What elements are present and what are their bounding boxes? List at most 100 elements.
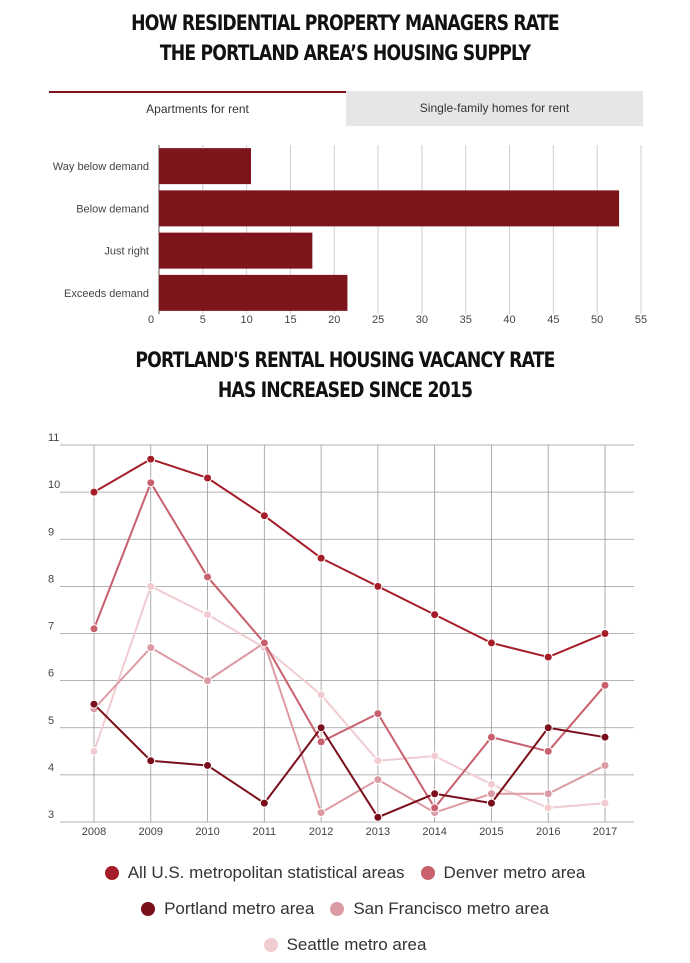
line-y-tick-label: 8 (48, 573, 54, 585)
point-all-u-s-metropolitan-statistical-areas (259, 511, 269, 521)
line-x-tick-label: 2016 (536, 826, 560, 838)
point-portland-metro-area (89, 699, 99, 709)
legend-row: Seattle metro area (0, 927, 690, 963)
line-x-tick-label: 2012 (309, 826, 333, 838)
bar-x-tick-label: 55 (635, 314, 647, 326)
point-denver-metro-area (203, 572, 213, 582)
point-denver-metro-area (373, 709, 383, 719)
line-y-tick-label: 5 (48, 715, 54, 727)
bar-category-label: Way below demand (53, 161, 149, 173)
line-x-tick-label: 2008 (82, 826, 106, 838)
point-all-u-s-metropolitan-statistical-areas (316, 553, 326, 563)
bar-x-tick-label: 20 (328, 314, 340, 326)
line-y-tick-label: 4 (48, 762, 54, 774)
bar-x-tick-label: 45 (547, 314, 559, 326)
point-seattle-metro-area (543, 803, 553, 813)
point-denver-metro-area (89, 624, 99, 634)
housing-supply-bar-chart: 0 5 10 15 20 25 30 35 40 45 50 55 Way below demand Be… (53, 145, 647, 326)
line-chart-title-line2: HAS INCREASED SINCE 2015 (217, 378, 473, 402)
legend-item-san-francisco-metro-area: San Francisco metro area (330, 899, 549, 919)
point-san-francisco-metro-area (316, 808, 326, 818)
bar-way-below-demand (159, 148, 252, 185)
line-y-tick-label: 7 (48, 621, 54, 633)
series-line-san-francisco-metro-area (93, 641, 606, 814)
line-x-tick-label: 2009 (139, 826, 163, 838)
line-y-tick-label: 9 (48, 526, 54, 538)
point-san-francisco-metro-area (203, 676, 213, 686)
point-all-u-s-metropolitan-statistical-areas (486, 638, 496, 648)
line-x-tick-label: 2017 (593, 826, 617, 838)
legend-item-all-u-s-metropolitan-statistical-areas: All U.S. metropolitan statistical areas (104, 863, 405, 883)
point-seattle-metro-area (146, 581, 156, 591)
point-seattle-metro-area (430, 751, 440, 761)
tab-single-family-homes-for-rent[interactable]: Single-family homes for rent (346, 91, 643, 126)
bar-x-tick-label: 35 (460, 314, 472, 326)
point-all-u-s-metropolitan-statistical-areas (543, 652, 553, 662)
legend-swatch-icon (330, 902, 345, 916)
point-denver-metro-area (146, 478, 156, 488)
point-san-francisco-metro-area (486, 789, 496, 799)
line-x-tick-label: 2015 (479, 826, 503, 838)
bar-just-right (159, 232, 313, 269)
bar-chart-title-line2: THE PORTLAND AREA’S HOUSING SUPPLY (159, 41, 531, 65)
point-portland-metro-area (203, 760, 213, 770)
legend-swatch-icon (263, 938, 278, 952)
bar-x-tick-label: 0 (148, 314, 154, 326)
point-portland-metro-area (600, 732, 610, 742)
legend-label: Portland metro area (164, 899, 315, 918)
point-all-u-s-metropolitan-statistical-areas (89, 487, 99, 497)
bar-x-tick-label: 15 (284, 314, 296, 326)
tab-apartments-for-rent[interactable]: Apartments for rent (49, 91, 346, 126)
legend-swatch-icon (104, 866, 119, 880)
bar-x-tick-label: 50 (591, 314, 603, 326)
point-portland-metro-area (373, 812, 383, 822)
line-x-tick-label: 2014 (422, 826, 446, 838)
bar-exceeds-demand (159, 274, 348, 311)
bar-x-tick-label: 30 (416, 314, 428, 326)
line-chart-title-line1: PORTLAND'S RENTAL HOUSING VACANCY RATE (135, 348, 555, 372)
point-seattle-metro-area (600, 798, 610, 808)
legend-label: Seattle metro area (286, 935, 427, 954)
line-x-tick-label: 2013 (366, 826, 390, 838)
line-chart-legend: All U.S. metropolitan statistical areas D… (0, 855, 690, 963)
point-san-francisco-metro-area (373, 775, 383, 785)
line-y-tick-label: 10 (48, 479, 60, 491)
line-y-tick-label: 11 (48, 432, 59, 444)
legend-item-seattle-metro-area: Seattle metro area (263, 935, 427, 955)
point-denver-metro-area (600, 680, 610, 690)
housing-type-tabs: Apartments for rent Single-family homes … (49, 91, 643, 126)
point-seattle-metro-area (203, 610, 213, 620)
bar-x-tick-label: 25 (372, 314, 384, 326)
point-denver-metro-area (543, 746, 553, 756)
legend-row: All U.S. metropolitan statistical areas D… (0, 855, 690, 891)
point-portland-metro-area (486, 798, 496, 808)
bar-below-demand (159, 190, 620, 227)
legend-label: Denver metro area (443, 863, 586, 882)
point-denver-metro-area (259, 638, 269, 648)
point-portland-metro-area (430, 789, 440, 799)
point-all-u-s-metropolitan-statistical-areas (600, 629, 610, 638)
point-san-francisco-metro-area (146, 643, 156, 653)
point-san-francisco-metro-area (543, 789, 553, 799)
legend-label: All U.S. metropolitan statistical areas (127, 863, 405, 882)
bar-category-label: Exceeds demand (64, 288, 149, 300)
line-x-tick-label: 2010 (195, 826, 219, 838)
line-x-tick-label: 2011 (253, 826, 277, 838)
point-seattle-metro-area (89, 746, 99, 756)
point-san-francisco-metro-area (600, 760, 610, 770)
bar-x-tick-label: 10 (241, 314, 253, 326)
bar-category-label: Just right (104, 246, 149, 258)
point-portland-metro-area (543, 723, 553, 733)
point-seattle-metro-area (486, 779, 496, 789)
point-portland-metro-area (316, 723, 326, 733)
point-seattle-metro-area (316, 690, 326, 700)
legend-item-portland-metro-area: Portland metro area (141, 899, 314, 919)
point-portland-metro-area (146, 756, 156, 766)
bar-chart-title-line1: HOW RESIDENTIAL PROPERTY MANAGERS RATE (131, 11, 560, 35)
series-line-denver-metro-area (93, 481, 606, 809)
vacancy-rate-line-chart: 3 4 5 6 7 8 9 10 11 2008 2009 2010 2011 2012 2013 2014 2… (48, 432, 634, 838)
line-chart-title: PORTLAND'S RENTAL HOUSING VACANCY RATE H… (62, 345, 628, 405)
series-line-portland-metro-area (93, 703, 606, 819)
point-all-u-s-metropolitan-statistical-areas (373, 581, 383, 591)
bar-category-label: Below demand (76, 203, 149, 215)
